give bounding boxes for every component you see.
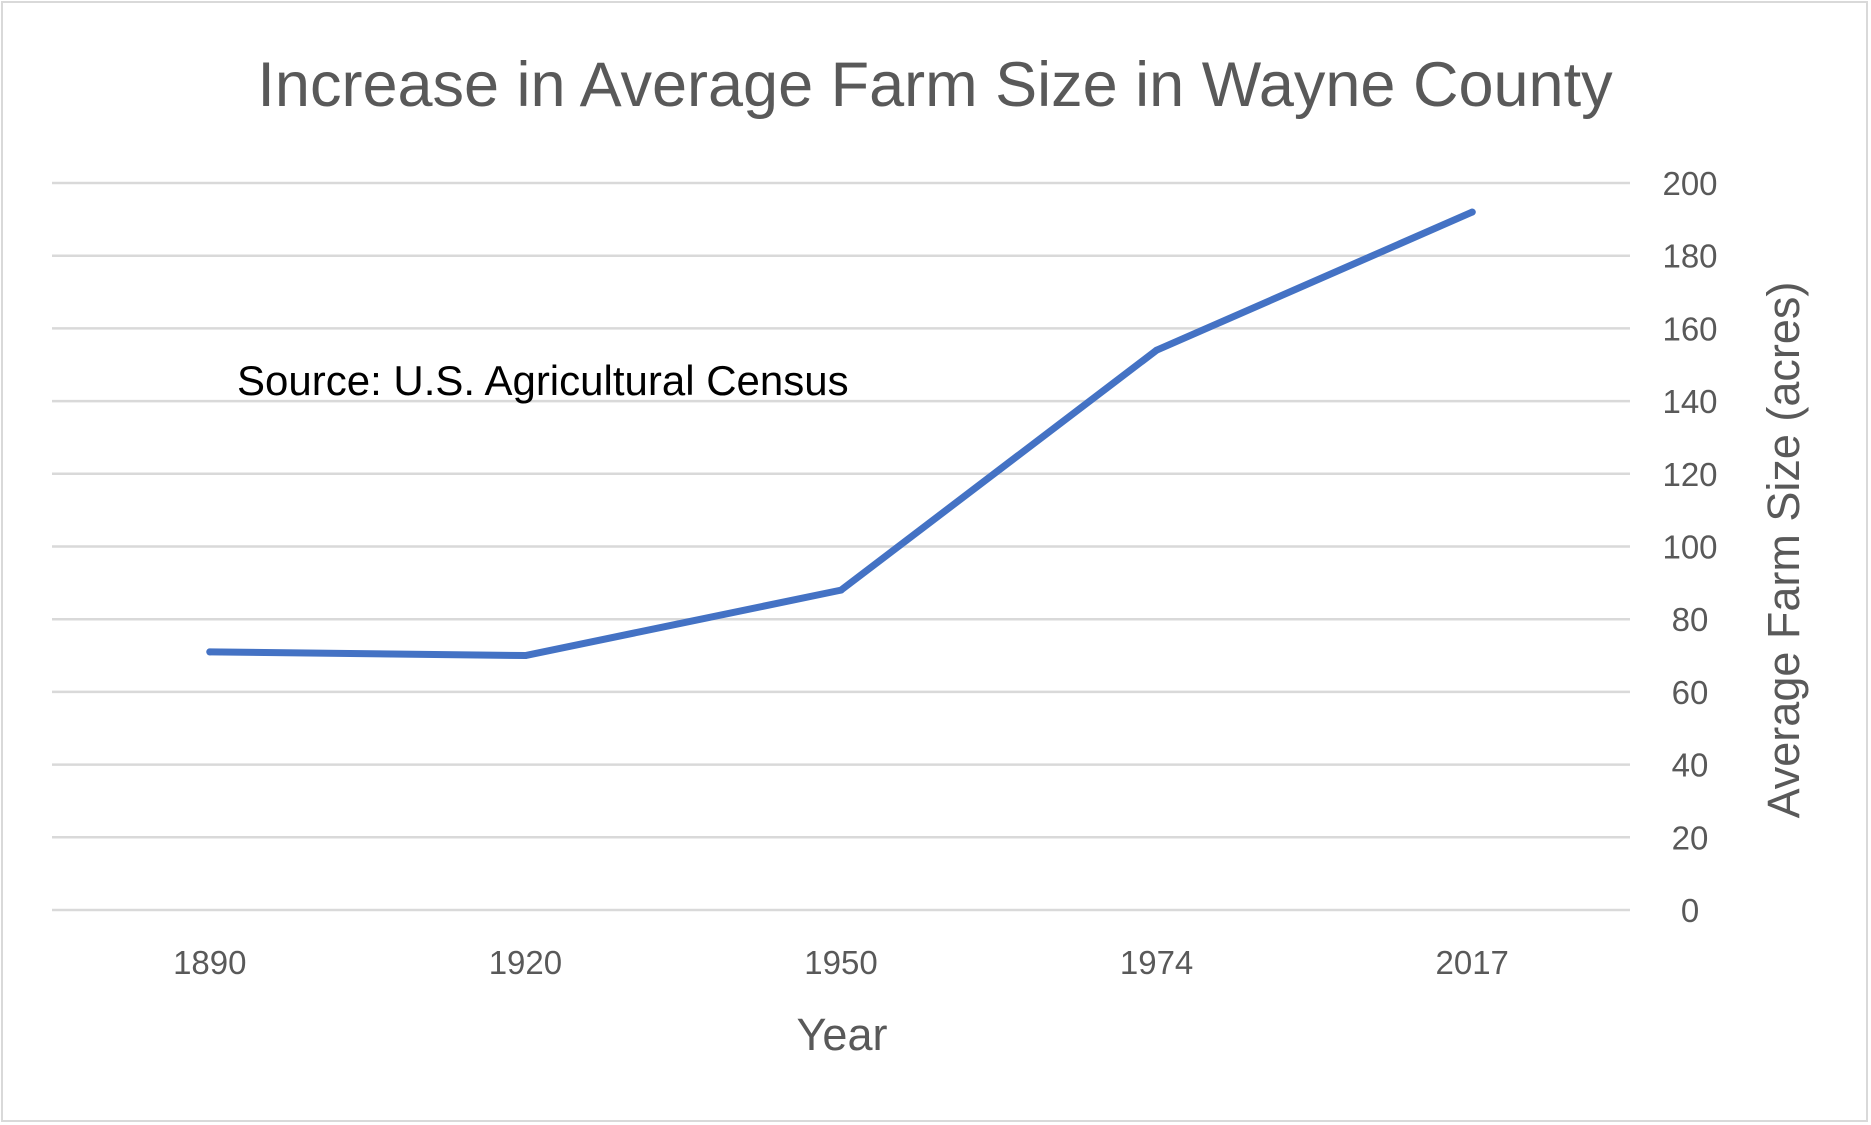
x-tick-label: 2017 bbox=[1435, 944, 1508, 981]
y-tick-label: 40 bbox=[1672, 747, 1709, 784]
x-axis-title: Year bbox=[797, 1009, 888, 1060]
y-tick-label: 60 bbox=[1672, 674, 1709, 711]
x-tick-label: 1974 bbox=[1120, 944, 1193, 981]
y-tick-label: 120 bbox=[1662, 456, 1717, 493]
y-tick-label: 200 bbox=[1662, 165, 1717, 202]
x-tick-label: 1890 bbox=[173, 944, 246, 981]
y-axis-title: Average Farm Size (acres) bbox=[1758, 282, 1809, 819]
gridlines bbox=[52, 181, 1630, 912]
y-tick-label: 140 bbox=[1662, 383, 1717, 420]
x-tick-label: 1950 bbox=[804, 944, 877, 981]
y-axis-ticks: 0 20 40 60 80 100 120 140 160 180 200 bbox=[1662, 165, 1717, 929]
x-tick-label: 1920 bbox=[489, 944, 562, 981]
y-tick-label: 0 bbox=[1681, 892, 1699, 929]
data-point-1950 bbox=[837, 586, 845, 594]
data-point-1890 bbox=[206, 648, 214, 656]
y-tick-label: 80 bbox=[1672, 601, 1709, 638]
y-tick-label: 20 bbox=[1672, 819, 1709, 856]
y-tick-label: 100 bbox=[1662, 529, 1717, 566]
chart-title: Increase in Average Farm Size in Wayne C… bbox=[257, 50, 1613, 120]
data-point-1974 bbox=[1153, 346, 1161, 354]
data-point-2017 bbox=[1468, 208, 1476, 216]
y-tick-label: 160 bbox=[1662, 310, 1717, 347]
series-layer bbox=[206, 208, 1476, 660]
x-axis-ticks: 1890 1920 1950 1974 2017 bbox=[173, 944, 1509, 981]
data-point-1920 bbox=[521, 652, 529, 660]
source-annotation: Source: U.S. Agricultural Census bbox=[237, 357, 849, 404]
y-tick-label: 180 bbox=[1662, 238, 1717, 275]
